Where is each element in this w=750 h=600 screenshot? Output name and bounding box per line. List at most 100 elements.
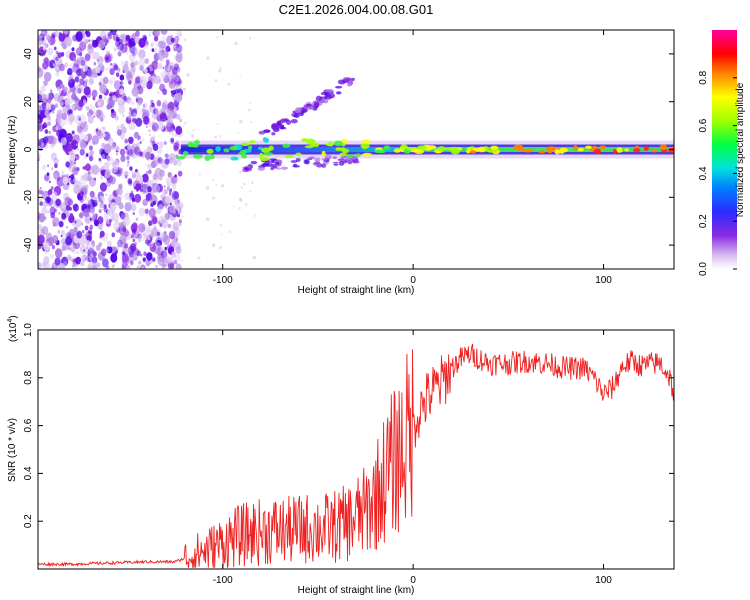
- noise-blob: [109, 68, 115, 76]
- noise-blob: [155, 236, 163, 247]
- noise-blob: [137, 137, 140, 141]
- noise-blob: [249, 190, 252, 193]
- noise-blob: [144, 68, 148, 74]
- branch-blob: [258, 130, 266, 135]
- noise-blob: [157, 220, 161, 225]
- noise-blob: [50, 104, 56, 112]
- noise-blob: [78, 99, 84, 108]
- branch-blob: [271, 132, 276, 136]
- noise-blob: [176, 30, 182, 38]
- noise-blob: [167, 223, 172, 229]
- noise-blob: [157, 91, 160, 95]
- noise-blob: [71, 166, 79, 176]
- noise-blob: [165, 255, 172, 264]
- noise-blob: [148, 180, 151, 183]
- main-line-hotspot: [341, 138, 348, 144]
- noise-blob: [53, 222, 57, 226]
- noise-blob: [118, 34, 125, 43]
- noise-blob: [131, 101, 135, 106]
- noise-blob: [140, 188, 143, 193]
- noise-blob: [186, 73, 190, 77]
- noise-blob: [238, 207, 241, 210]
- noise-blob: [218, 69, 222, 73]
- noise-blob: [130, 108, 138, 117]
- main-line-hotspot: [223, 148, 230, 153]
- main-line-hotspot: [237, 151, 247, 156]
- noise-blob: [75, 62, 81, 69]
- noise-blob: [109, 176, 116, 185]
- noise-blob: [163, 254, 171, 264]
- noise-blob: [141, 225, 145, 231]
- noise-blob: [51, 244, 56, 250]
- noise-blob: [156, 100, 162, 107]
- noise-blob: [144, 239, 149, 245]
- noise-blob: [76, 251, 79, 255]
- noise-blob: [82, 86, 85, 90]
- noise-blob: [176, 159, 182, 167]
- noise-blob: [42, 31, 45, 35]
- noise-blob: [117, 42, 124, 51]
- noise-blob: [104, 47, 107, 51]
- main-line-hotspot: [182, 150, 189, 157]
- noise-blob: [151, 74, 157, 83]
- spectrogram-x-tick-label: 100: [595, 275, 612, 286]
- noise-blob: [183, 38, 187, 41]
- snr-y-tick-label: 1.0: [23, 323, 34, 337]
- noise-blob: [38, 224, 43, 231]
- noise-blob: [166, 176, 174, 187]
- noise-blob: [83, 172, 91, 182]
- noise-blob: [174, 197, 181, 206]
- main-line-hotspot: [612, 149, 618, 155]
- main-line-hotspot: [347, 154, 354, 159]
- noise-blob: [104, 132, 112, 142]
- noise-blob: [57, 52, 62, 59]
- noise-blob: [135, 236, 138, 240]
- noise-blob: [168, 157, 174, 165]
- branch-blob: [332, 161, 339, 164]
- noise-blob: [71, 78, 76, 85]
- noise-blob: [170, 80, 173, 84]
- noise-blob: [57, 86, 61, 91]
- noise-blob: [98, 157, 101, 162]
- noise-blob: [54, 30, 59, 38]
- noise-blob: [220, 184, 225, 188]
- noise-blob: [163, 230, 167, 236]
- noise-blob: [115, 152, 118, 156]
- noise-blob: [68, 178, 71, 182]
- noise-blob: [168, 112, 174, 119]
- noise-blob: [102, 258, 109, 268]
- noise-blob: [78, 83, 81, 87]
- noise-blob: [131, 153, 134, 157]
- branch-blob: [303, 159, 308, 165]
- noise-blob: [113, 221, 120, 231]
- main-line-hotspot: [544, 146, 554, 151]
- noise-blob: [118, 104, 125, 114]
- noise-blob: [92, 264, 97, 269]
- noise-blob: [118, 221, 124, 229]
- noise-blob: [38, 66, 41, 73]
- noise-blob: [174, 75, 180, 82]
- noise-blob: [168, 204, 176, 214]
- noise-blob: [80, 141, 87, 150]
- colorbar-label: Normalized spectral amplitude: [735, 82, 746, 217]
- noise-blob: [54, 163, 58, 169]
- noise-blob: [114, 251, 118, 256]
- branch-blob: [322, 99, 329, 104]
- noise-blob: [149, 30, 152, 34]
- noise-blob: [149, 133, 151, 137]
- noise-blob: [84, 79, 88, 84]
- noise-blob: [159, 83, 166, 92]
- noise-blob: [98, 198, 102, 203]
- branch-blob: [283, 118, 290, 122]
- noise-blob: [67, 71, 70, 75]
- noise-blob: [162, 190, 165, 194]
- noise-blob: [59, 93, 63, 97]
- noise-blob: [138, 260, 142, 265]
- noise-blob: [115, 72, 120, 77]
- noise-blob: [38, 124, 42, 130]
- noise-blob: [89, 150, 94, 157]
- noise-blob: [219, 246, 223, 250]
- main-line-hotspot: [301, 138, 308, 142]
- branch-blob: [332, 156, 338, 160]
- noise-blob: [120, 81, 124, 86]
